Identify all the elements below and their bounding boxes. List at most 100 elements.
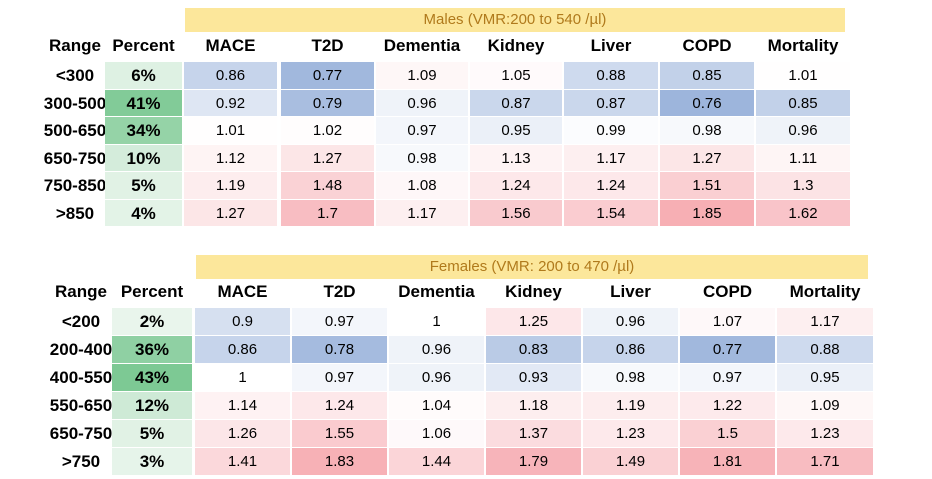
column-header: Mortality bbox=[789, 282, 861, 301]
males-table: Males (VMR:200 to 540 /µl) Range Percent MA… bbox=[0, 0, 932, 232]
value-cell: 1.23 bbox=[583, 420, 678, 447]
value-cell: 0.98 bbox=[660, 117, 754, 144]
value-cell: 1.17 bbox=[564, 144, 658, 171]
value-cell: 1.01 bbox=[184, 117, 277, 144]
percent-cell: 36% bbox=[112, 336, 192, 363]
column-header: T2D bbox=[323, 282, 356, 301]
range-label: 650-750 bbox=[49, 424, 113, 443]
value-cell: 1.25 bbox=[486, 308, 581, 335]
value-cell: 1 bbox=[195, 364, 290, 391]
percent-cell: 5% bbox=[112, 420, 192, 447]
column-header: MACE bbox=[217, 282, 268, 301]
column-header: Kidney bbox=[487, 36, 545, 55]
value-cell: 0.96 bbox=[756, 117, 850, 144]
value-cell: 1.37 bbox=[486, 420, 581, 447]
value-cell: 0.97 bbox=[376, 117, 468, 144]
value-cell: 1.05 bbox=[470, 62, 562, 89]
value-cell: 1.04 bbox=[389, 392, 484, 419]
percent-header: Percent bbox=[112, 36, 175, 55]
value-cell: 1.55 bbox=[292, 420, 387, 447]
value-cell: 1.07 bbox=[680, 308, 775, 335]
value-cell: 0.93 bbox=[486, 364, 581, 391]
value-cell: 1.06 bbox=[389, 420, 484, 447]
value-cell: 1.13 bbox=[470, 144, 562, 171]
column-header: COPD bbox=[702, 282, 753, 301]
value-cell: 1.09 bbox=[777, 392, 873, 419]
value-cell: 1.14 bbox=[195, 392, 290, 419]
percent-cell: 4% bbox=[105, 199, 182, 226]
percent-cell: 41% bbox=[105, 89, 182, 116]
range-label: <200 bbox=[61, 312, 101, 331]
range-label: 650-750 bbox=[43, 148, 107, 168]
table-title: Females (VMR: 200 to 470 /µl) bbox=[196, 255, 868, 279]
value-cell: 1.48 bbox=[281, 172, 374, 199]
value-cell: 1.71 bbox=[777, 448, 873, 475]
value-cell: 1.26 bbox=[195, 420, 290, 447]
table-title: Males (VMR:200 to 540 /µl) bbox=[185, 8, 845, 32]
percent-cell: 34% bbox=[105, 117, 182, 144]
value-cell: 0.87 bbox=[470, 89, 562, 116]
value-cell: 1.85 bbox=[660, 199, 754, 226]
value-cell: 0.95 bbox=[777, 364, 873, 391]
value-cell: 1.19 bbox=[583, 392, 678, 419]
value-cell: 1.17 bbox=[777, 308, 873, 335]
column-header: Dementia bbox=[383, 36, 461, 55]
value-cell: 0.97 bbox=[292, 308, 387, 335]
percent-cell: 2% bbox=[112, 308, 192, 335]
value-cell: 0.98 bbox=[376, 144, 468, 171]
value-cell: 1.49 bbox=[583, 448, 678, 475]
value-cell: 1.01 bbox=[756, 62, 850, 89]
value-cell: 0.77 bbox=[680, 336, 775, 363]
percent-cell: 6% bbox=[105, 62, 182, 89]
females-table: Females (VMR: 200 to 470 /µl) Range Percen… bbox=[0, 253, 932, 479]
column-header: Liver bbox=[610, 282, 651, 301]
range-header: Range bbox=[55, 282, 107, 301]
value-cell: 0.96 bbox=[376, 89, 468, 116]
value-cell: 1 bbox=[389, 308, 484, 335]
range-label: 300-500 bbox=[43, 93, 107, 113]
percent-cell: 10% bbox=[105, 144, 182, 171]
value-cell: 1.41 bbox=[195, 448, 290, 475]
percent-cell: 43% bbox=[112, 364, 192, 391]
percent-cell: 12% bbox=[112, 392, 192, 419]
value-cell: 0.97 bbox=[680, 364, 775, 391]
value-cell: 1.17 bbox=[376, 199, 468, 226]
value-cell: 0.86 bbox=[583, 336, 678, 363]
value-cell: 1.11 bbox=[756, 144, 850, 171]
column-header: Dementia bbox=[398, 282, 475, 301]
value-cell: 1.51 bbox=[660, 172, 754, 199]
range-header: Range bbox=[49, 36, 101, 55]
range-label: 550-650 bbox=[49, 396, 113, 415]
value-cell: 0.86 bbox=[195, 336, 290, 363]
value-cell: 1.27 bbox=[660, 144, 754, 171]
value-cell: 0.98 bbox=[583, 364, 678, 391]
value-cell: 1.09 bbox=[376, 62, 468, 89]
value-cell: 0.86 bbox=[184, 62, 277, 89]
value-cell: 1.24 bbox=[470, 172, 562, 199]
value-cell: 1.02 bbox=[281, 117, 374, 144]
range-label: >850 bbox=[55, 203, 95, 223]
value-cell: 0.95 bbox=[470, 117, 562, 144]
value-cell: 1.23 bbox=[777, 420, 873, 447]
value-cell: 1.62 bbox=[756, 199, 850, 226]
value-cell: 0.83 bbox=[486, 336, 581, 363]
value-cell: 0.99 bbox=[564, 117, 658, 144]
value-cell: 0.88 bbox=[564, 62, 658, 89]
column-header: T2D bbox=[311, 36, 344, 55]
value-cell: 1.08 bbox=[376, 172, 468, 199]
value-cell: 0.77 bbox=[281, 62, 374, 89]
value-cell: 0.97 bbox=[292, 364, 387, 391]
range-label: >750 bbox=[61, 452, 101, 471]
column-header: COPD bbox=[682, 36, 732, 55]
value-cell: 0.96 bbox=[389, 336, 484, 363]
range-label: 400-550 bbox=[49, 368, 113, 387]
value-cell: 1.24 bbox=[292, 392, 387, 419]
value-cell: 0.85 bbox=[756, 89, 850, 116]
column-header: Mortality bbox=[767, 36, 839, 55]
value-cell: 0.96 bbox=[389, 364, 484, 391]
range-label: <300 bbox=[55, 66, 95, 85]
column-header: Kidney bbox=[505, 282, 562, 301]
percent-cell: 5% bbox=[105, 172, 182, 199]
percent-cell: 3% bbox=[112, 448, 192, 475]
value-cell: 1.3 bbox=[756, 172, 850, 199]
